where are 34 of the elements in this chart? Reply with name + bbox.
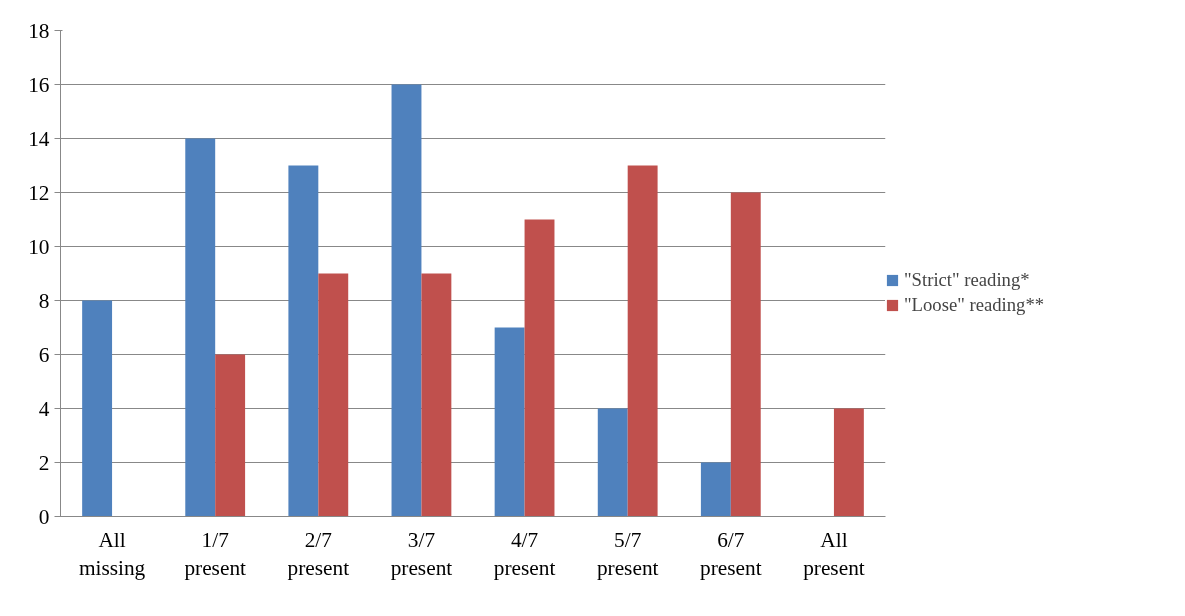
- x-tick-label: All missing: [78, 527, 146, 581]
- bar: [82, 300, 113, 517]
- bar: [700, 462, 731, 517]
- y-tick-label: 8: [38, 288, 50, 313]
- legend-label: "Loose" reading**: [904, 294, 1045, 316]
- legend-label: "Strict" reading*: [904, 269, 1030, 291]
- y-tick-label: 12: [28, 180, 50, 205]
- bar: [833, 408, 864, 517]
- y-tick-label: 2: [38, 450, 50, 475]
- y-tick-label: 4: [38, 396, 50, 421]
- x-tick-label: 6/7 present: [700, 527, 762, 581]
- y-tick-label: 0: [38, 504, 50, 529]
- bar: [215, 354, 246, 517]
- x-tick-label: 4/7 present: [493, 527, 556, 581]
- y-tick-label: 16: [28, 72, 50, 97]
- x-tick-label: 1/7 present: [184, 527, 247, 581]
- y-tick-label: 18: [28, 18, 50, 43]
- y-tick-label: 14: [28, 126, 50, 151]
- bar: [185, 138, 216, 517]
- y-tick-label: 10: [28, 234, 50, 259]
- x-tick-label: 5/7 present: [596, 527, 659, 581]
- bar: [494, 327, 525, 517]
- x-tick-label: 3/7 present: [390, 527, 453, 581]
- bar: [288, 165, 319, 517]
- bar: [421, 273, 452, 517]
- bar: [524, 219, 555, 517]
- y-tick-label: 6: [38, 342, 50, 367]
- x-tick-label: 2/7 present: [287, 527, 350, 581]
- bar: [597, 408, 628, 517]
- bar: [391, 84, 422, 517]
- bar: [627, 165, 658, 517]
- bar: [730, 192, 761, 517]
- bar: [318, 273, 349, 517]
- x-tick-label: All present: [803, 527, 865, 581]
